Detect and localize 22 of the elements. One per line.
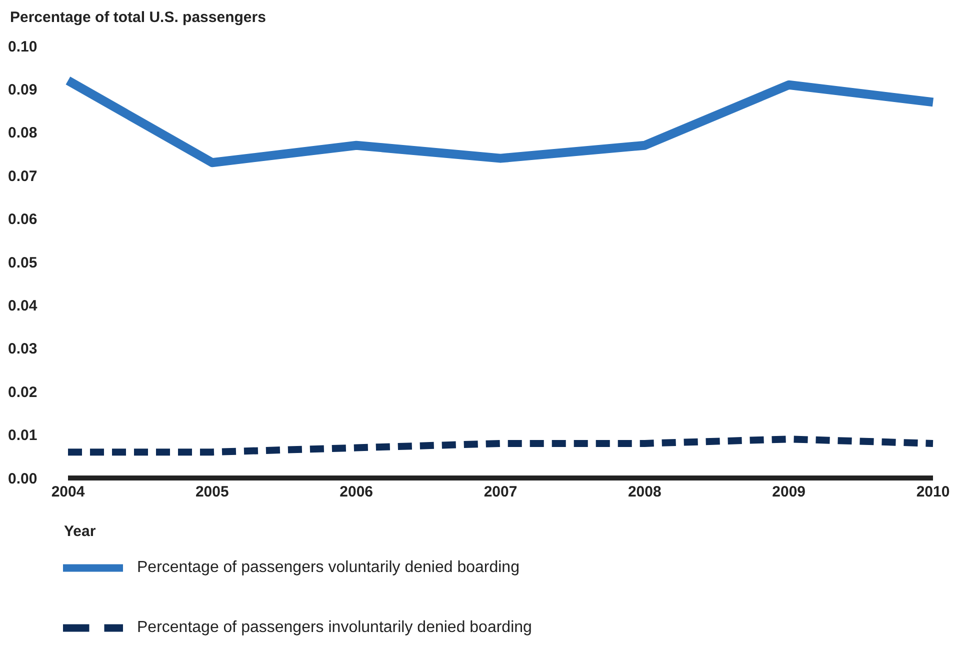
x-tick-label: 2010 — [916, 484, 950, 501]
x-tick-label: 2004 — [51, 484, 86, 501]
y-tick-label: 0.10 — [8, 38, 38, 56]
y-tick-label: 0.05 — [8, 254, 38, 272]
y-tick-label: 0.07 — [8, 168, 38, 185]
legend-label: Percentage of passengers involuntarily denied boarding — [137, 619, 532, 636]
y-tick-label: 0.03 — [8, 340, 38, 358]
x-tick-label: 2006 — [340, 484, 374, 501]
y-tick-label: 0.00 — [8, 470, 38, 488]
x-tick-label: 2005 — [195, 484, 229, 501]
y-tick-label: 0.08 — [8, 124, 38, 142]
x-tick-label: 2009 — [772, 484, 806, 501]
x-tick-label: 2008 — [628, 484, 662, 501]
legend-label: Percentage of passengers voluntarily denied boarding — [137, 559, 520, 576]
y-tick-label: 0.04 — [8, 298, 38, 315]
y-tick-label: 0.09 — [8, 82, 38, 99]
y-tick-label: 0.02 — [8, 384, 38, 401]
x-axis-title: Year — [64, 523, 96, 540]
y-tick-label: 0.06 — [8, 211, 38, 228]
y-axis-title: Percentage of total U.S. passengers — [10, 9, 266, 26]
x-tick-label: 2007 — [484, 484, 518, 501]
y-tick-label: 0.01 — [8, 427, 38, 444]
